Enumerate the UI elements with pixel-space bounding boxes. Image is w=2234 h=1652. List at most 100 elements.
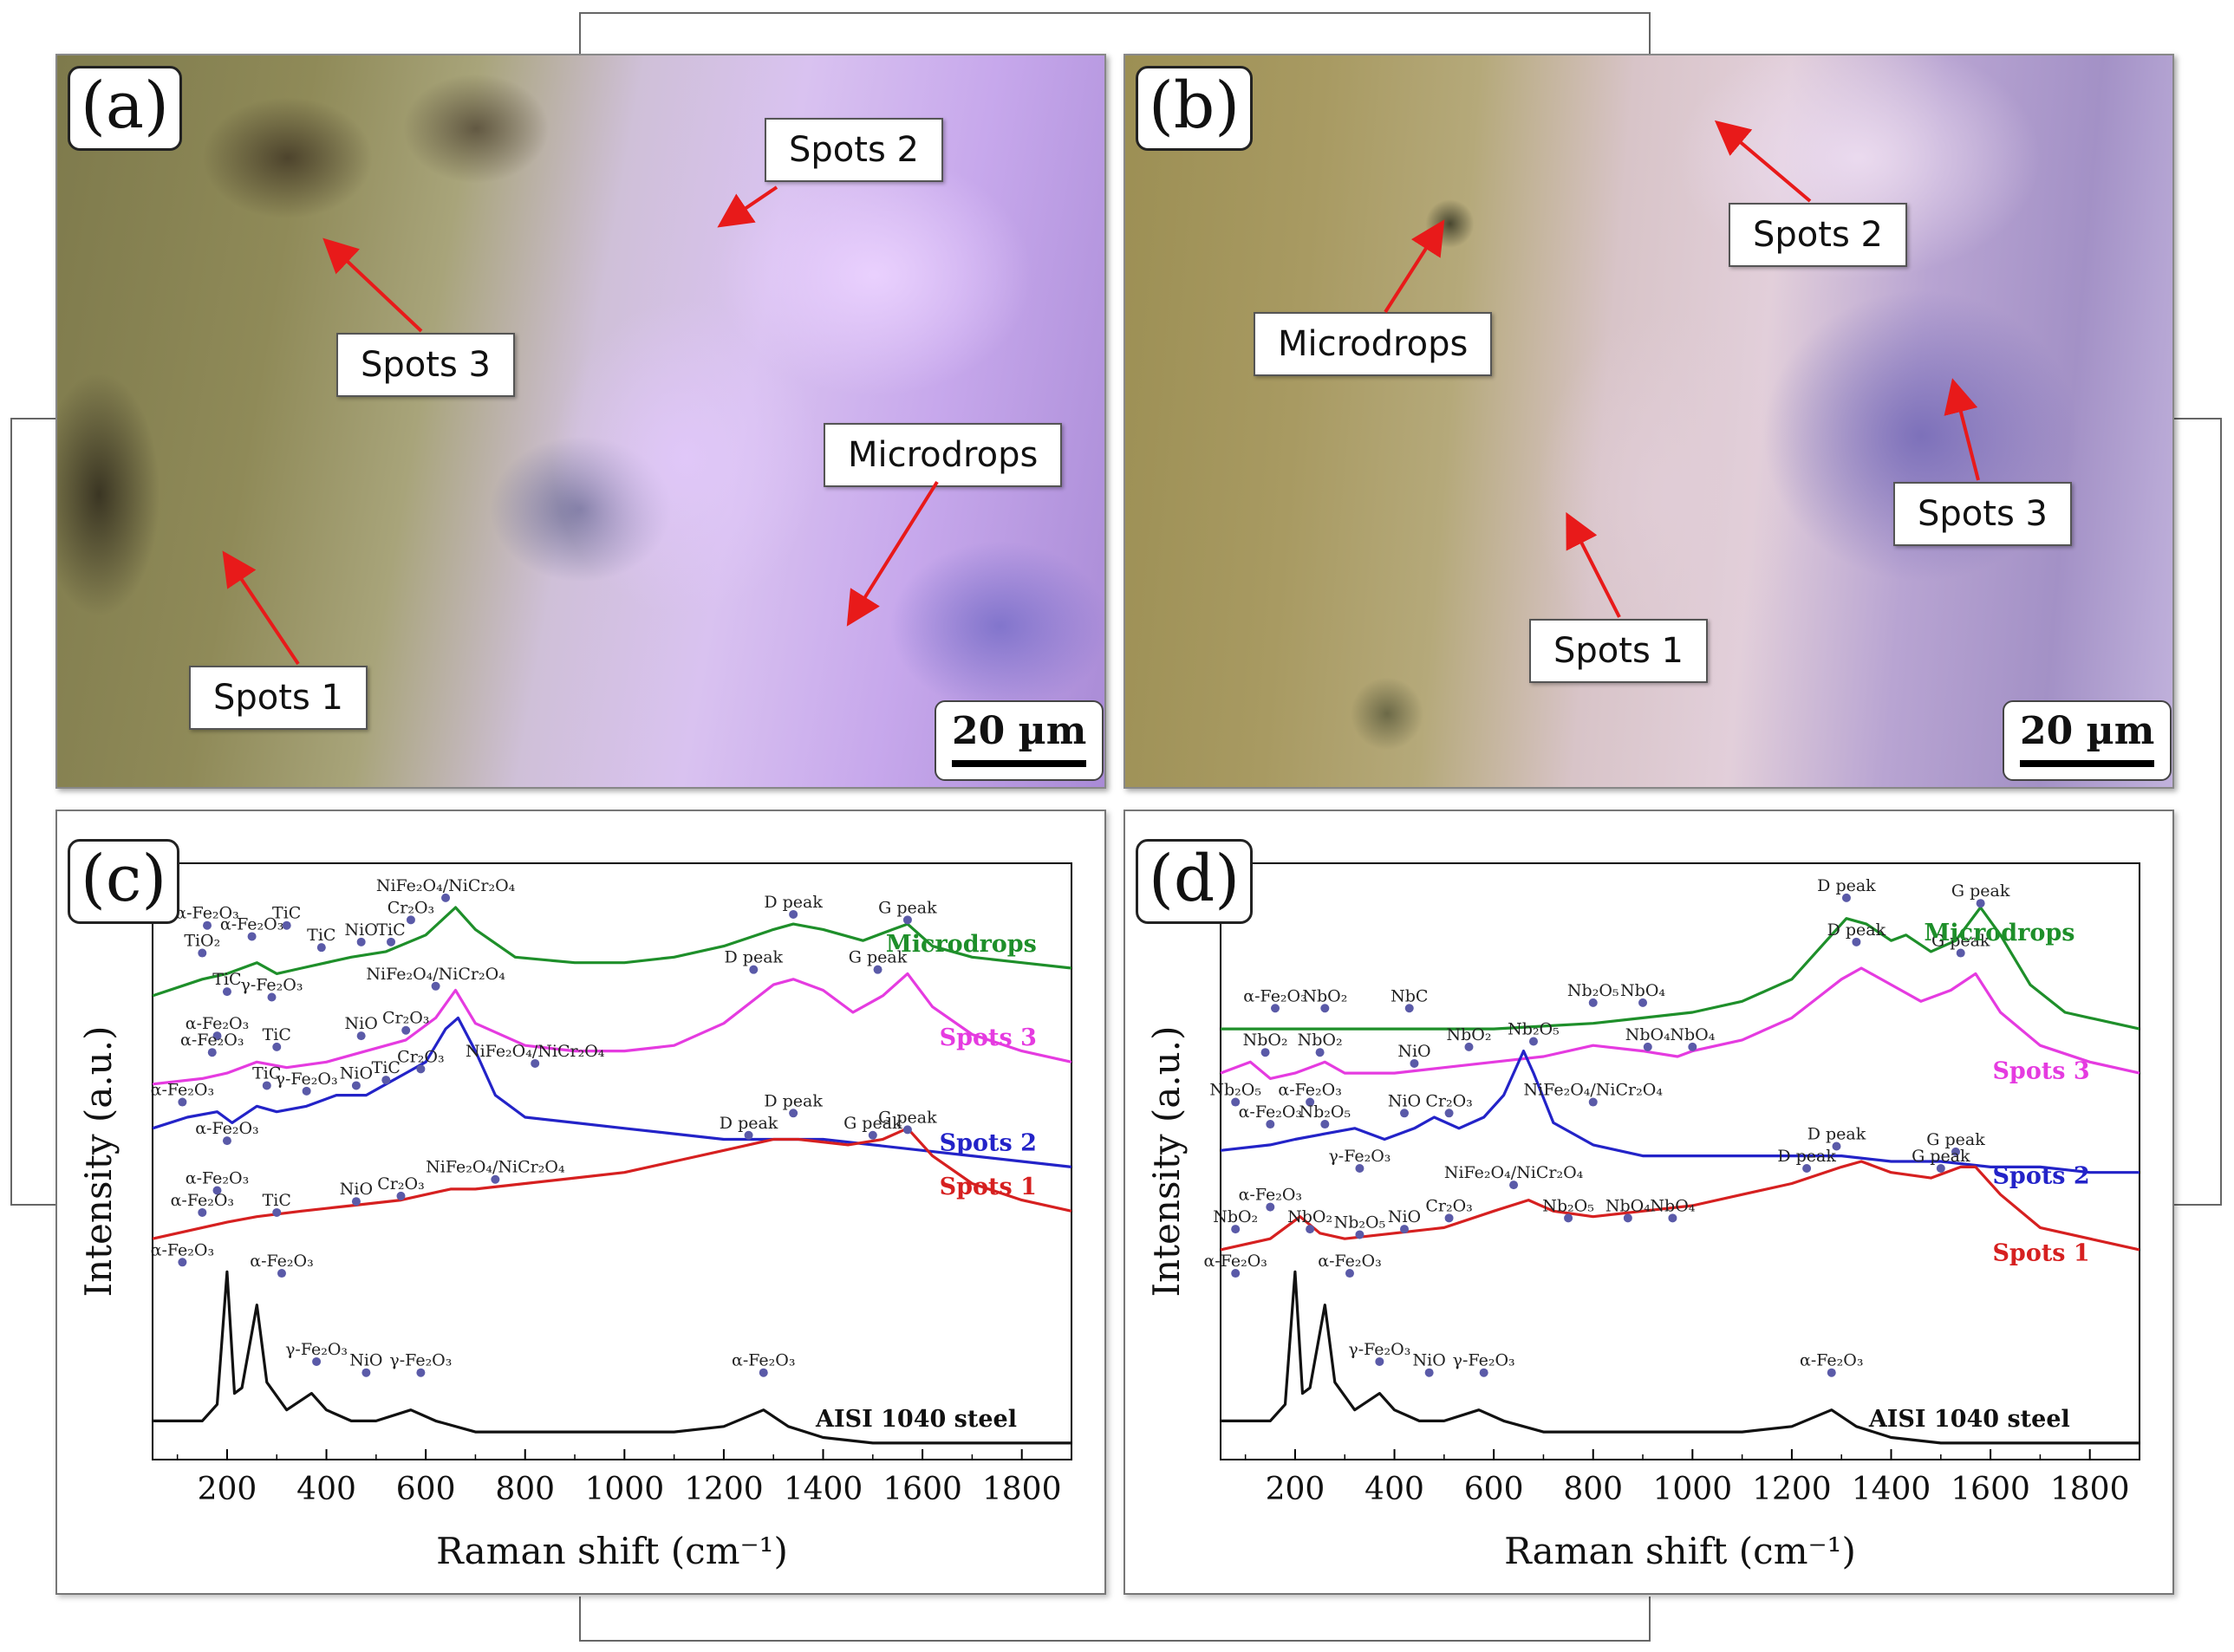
x-tick-label: 800 [1563,1472,1623,1507]
arrow-spots2-b [1714,120,1812,203]
peak-marker [406,915,415,925]
peak-label: NbO₂ [1213,1207,1258,1226]
peak-marker [272,1042,282,1051]
scale-bar-a: 20 µm [935,700,1104,781]
panel-letter-a: (a) [68,66,182,151]
peak-marker [1832,1141,1841,1151]
series-line-spots-1 [152,1127,1072,1240]
spectrum-panel-c: 200 400 600 800 1000 1200 1400 1600 1800 Raman sh… [55,810,1106,1595]
y-axis-label: Intensity (a.u.) [77,1026,120,1298]
x-tick-label: 1000 [585,1472,665,1507]
x-tick-label: 800 [495,1472,555,1507]
peak-marker [902,915,912,925]
peak-marker [1345,1269,1354,1278]
peak-label: TiC [263,1191,291,1210]
peak-label: NbO₄ [1625,1025,1671,1044]
peak-label: NiFe₂O₄/NiCr₂O₄ [466,1042,605,1061]
x-tick-label: 1000 [1653,1472,1733,1507]
scale-text-b: 20 µm [2020,709,2155,753]
series-label: Microdrops [1924,920,2074,946]
peak-marker [277,1269,286,1278]
peak-marker [1355,1164,1364,1173]
peak-marker [1509,1180,1519,1190]
scale-text-a: 20 µm [952,709,1087,753]
peak-label: NiFe₂O₄/NiCr₂O₄ [376,876,516,895]
peak-label: NiO [1413,1351,1446,1370]
peak-marker [1306,1225,1315,1234]
peak-label: α-Fe₂O₃ [171,1191,234,1210]
peak-marker [1231,1097,1241,1107]
peak-label: D peak [1817,876,1876,895]
peak-marker [902,1125,912,1135]
peak-label: NiO [1388,1091,1421,1110]
peak-marker [1375,1356,1384,1366]
arrow-microdrops-b [1384,219,1445,314]
peak-marker [1306,1097,1315,1107]
peak-label: Cr₂O₃ [377,1174,424,1193]
peak-marker [222,987,231,997]
raman-chart-c: 200 400 600 800 1000 1200 1400 1600 1800 Raman sh… [77,862,1072,1572]
series-line-spots-2 [1220,1050,2140,1174]
peak-label: TiC [272,904,301,923]
peak-marker [1668,1213,1677,1223]
panel-letter-c: (c) [68,839,180,924]
x-tick-label: 600 [396,1472,456,1507]
left-connector [10,418,61,1206]
peak-label: α-Fe₂O₃ [151,1081,214,1100]
peak-label: NbC [1391,986,1428,1005]
peak-label: α-Fe₂O₃ [180,1031,244,1050]
peak-label: NiFe₂O₄/NiCr₂O₄ [426,1158,565,1177]
series-line-aisi-1040-steel [153,1270,1071,1445]
peak-label: Nb₂O₅ [1567,981,1619,1000]
peak-label: γ-Fe₂O₃ [1328,1147,1391,1166]
peak-label: G peak [878,1108,937,1127]
panel-letter-b: (b) [1136,66,1254,151]
peak-marker [416,1368,426,1377]
x-axis-label: Raman shift (cm⁻¹) [1504,1530,1856,1572]
peak-label: α-Fe₂O₃ [1239,1102,1302,1122]
peak-label: TiC [263,1025,291,1044]
peak-label: TiC [372,1058,401,1077]
peak-marker [1444,1109,1454,1118]
peak-marker [416,1064,426,1074]
arrow-microdrops-a [846,480,939,627]
peak-label: TiC [212,970,241,989]
peak-marker [1852,937,1861,946]
series-line-spots-3 [1220,966,2140,1080]
plot-frame [1220,862,2140,1460]
label-spots2-a: Spots 2 [765,118,943,182]
peak-marker [401,1025,411,1035]
peak-marker [744,1130,753,1140]
peak-marker [267,992,277,1002]
peak-marker [1315,1048,1325,1057]
spectrum-panel-d: 200 400 600 800 1000 1200 1400 1600 1800 Raman sh… [1124,810,2174,1595]
peak-marker [396,1191,406,1200]
peak-label: NiFe₂O₄/NiCr₂O₄ [366,965,505,984]
peak-label: α-Fe₂O₃ [151,1240,214,1259]
x-tick-label: 200 [198,1472,257,1507]
peak-label: α-Fe₂O₃ [195,1119,258,1138]
peak-marker [1528,1037,1538,1046]
peak-label: D peak [1777,1147,1836,1166]
x-tick-label: 1800 [982,1472,1062,1507]
series-label: Spots 3 [1992,1057,2089,1084]
peak-marker [1320,1120,1330,1129]
peak-label: TiC [252,1063,281,1083]
peak-label: NiO [345,920,378,940]
peak-label: NiO [340,1063,373,1083]
peak-label: NiFe₂O₄/NiCr₂O₄ [1444,1163,1584,1182]
arrows-b [1384,120,1980,618]
peak-label: Cr₂O₃ [397,1047,444,1066]
arrows-a [222,185,939,666]
x-tick-label: 1400 [784,1472,863,1507]
x-tick-label: 400 [296,1472,356,1507]
peak-label: D peak [1807,1125,1866,1144]
peak-label: Cr₂O₃ [1425,1091,1472,1110]
peak-label: G peak [849,948,908,967]
arrow-spots3-a [322,237,423,333]
right-connector [2172,418,2222,1206]
peak-label: γ-Fe₂O₃ [285,1340,348,1359]
series-label: Microdrops [886,931,1037,958]
peak-marker [1643,1042,1652,1051]
peak-label: TiO₂ [184,932,220,951]
